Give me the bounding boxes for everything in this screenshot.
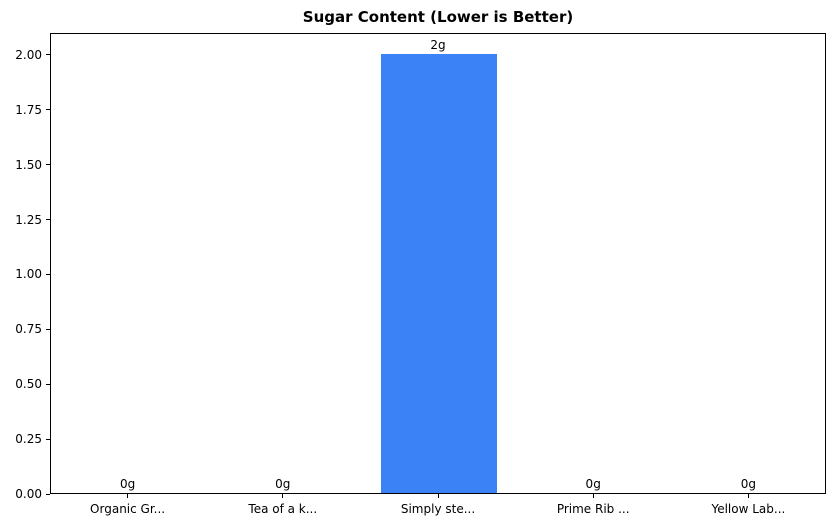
bar-value-label: 0g: [119, 477, 136, 491]
chart-title: Sugar Content (Lower is Better): [302, 8, 574, 26]
y-tick-mark: [46, 328, 50, 330]
y-tick-label: 0.50: [15, 377, 42, 392]
y-tick-mark: [46, 54, 50, 56]
y-tick-mark: [46, 219, 50, 221]
y-tick-mark: [46, 438, 50, 440]
x-tick-label: Organic Gr...: [90, 502, 166, 516]
bar-value-label: 0g: [740, 477, 757, 491]
y-tick-label: 0.25: [15, 432, 42, 447]
y-tick-mark: [46, 493, 50, 495]
y-tick-mark: [46, 164, 50, 166]
bar-value-label: 2g: [430, 37, 446, 52]
y-tick-label: 1.25: [15, 212, 42, 227]
y-tick-label: 2.00: [15, 47, 42, 62]
y-tick-label: 1.00: [15, 267, 42, 282]
x-tick-label: Yellow Lab...: [711, 502, 786, 516]
bar-value-label: 0g: [275, 477, 291, 491]
plot-area: [50, 33, 826, 494]
y-tick-label: 0.75: [15, 322, 42, 337]
y-tick-label: 0.00: [15, 487, 42, 501]
x-tick-label: Tea of a k...: [248, 502, 318, 516]
y-tick-mark: [46, 273, 50, 275]
y-tick-mark: [46, 383, 50, 385]
x-tick-mark: [437, 494, 439, 498]
x-tick-mark: [592, 494, 594, 498]
bar: [380, 53, 498, 493]
x-tick-mark: [747, 494, 749, 498]
bar-value-label: 0g: [585, 477, 601, 491]
x-tick-label: Prime Rib ...: [556, 502, 630, 516]
x-tick-label: Simply ste...: [400, 502, 476, 516]
y-tick-mark: [46, 109, 50, 111]
y-tick-label: 1.75: [15, 102, 42, 117]
x-tick-mark: [127, 494, 129, 498]
x-tick-mark: [282, 494, 284, 498]
y-tick-label: 1.50: [15, 157, 42, 172]
